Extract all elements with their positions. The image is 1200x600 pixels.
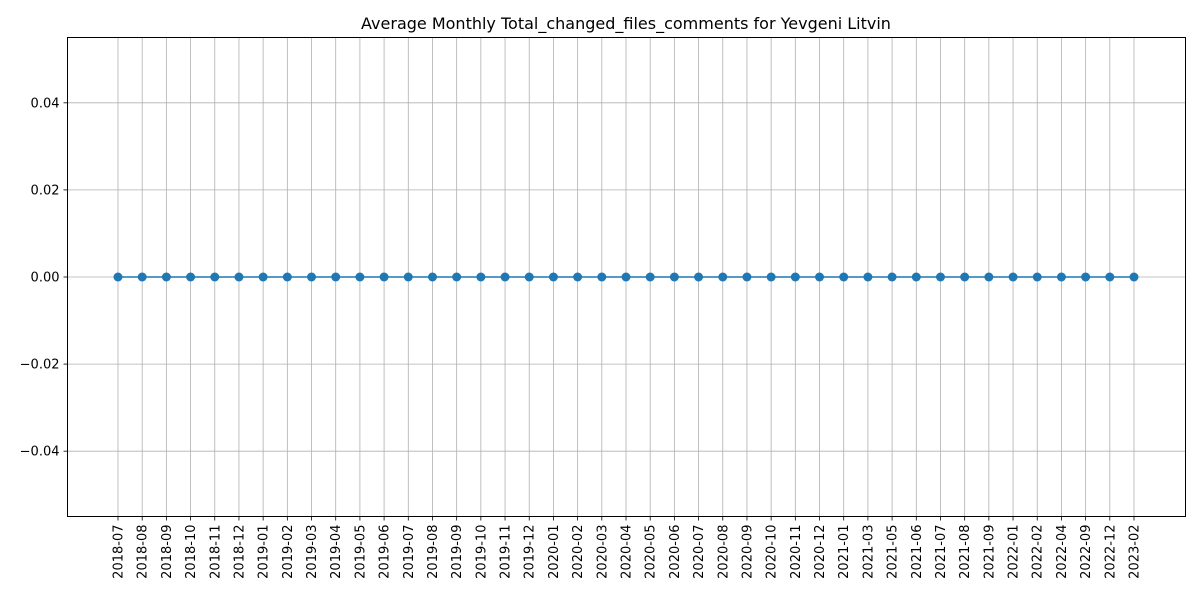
plot-area-frame <box>67 37 1186 517</box>
data-point <box>1008 272 1018 282</box>
data-point <box>1081 272 1091 282</box>
x-tick-label: 2019-10 <box>474 525 489 579</box>
x-tick-label: 2019-09 <box>450 525 465 579</box>
x-tick-label: 2021-09 <box>982 525 997 579</box>
data-point <box>935 272 945 282</box>
data-point <box>355 272 365 282</box>
x-tick-label: 2020-10 <box>765 525 780 579</box>
x-tick-label: 2020-12 <box>813 525 828 579</box>
x-tick-label: 2018-10 <box>184 525 199 579</box>
x-tick-label: 2018-09 <box>160 525 175 579</box>
data-point <box>887 272 897 282</box>
x-tick-label: 2022-12 <box>1103 525 1118 579</box>
data-point <box>960 272 970 282</box>
data-point <box>186 272 196 282</box>
data-point <box>694 272 704 282</box>
x-tick-label: 2019-04 <box>329 525 344 579</box>
x-tick-label: 2022-09 <box>1079 525 1094 579</box>
data-point <box>1129 272 1139 282</box>
x-tick-label: 2020-02 <box>571 525 586 579</box>
data-point <box>137 272 147 282</box>
x-tick-label: 2020-06 <box>668 525 683 579</box>
x-tick-label: 2019-05 <box>353 525 368 579</box>
x-tick-label: 2022-01 <box>1007 525 1022 579</box>
x-tick-label: 2020-01 <box>547 525 562 579</box>
x-tick-label: 2021-05 <box>886 525 901 579</box>
data-point <box>984 272 994 282</box>
x-tick-label: 2020-04 <box>620 525 635 579</box>
data-point <box>1056 272 1066 282</box>
data-point <box>234 272 244 282</box>
data-point <box>500 272 510 282</box>
data-point <box>161 272 171 282</box>
x-tick-label: 2019-11 <box>499 525 514 579</box>
x-tick-label: 2021-07 <box>934 525 949 579</box>
x-tick-label: 2020-07 <box>692 525 707 579</box>
x-tick-label: 2018-11 <box>208 525 223 579</box>
data-point <box>476 272 486 282</box>
data-point <box>597 272 607 282</box>
data-point <box>427 272 437 282</box>
data-point <box>524 272 534 282</box>
data-point <box>258 272 268 282</box>
x-tick-label: 2020-03 <box>595 525 610 579</box>
x-tick-label: 2021-01 <box>837 525 852 579</box>
x-tick-label: 2019-07 <box>402 525 417 579</box>
x-tick-label: 2019-08 <box>426 525 441 579</box>
y-tick-label: 0.02 <box>31 183 60 198</box>
data-point <box>766 272 776 282</box>
data-point <box>1105 272 1115 282</box>
data-point <box>307 272 317 282</box>
x-tick-label: 2019-06 <box>378 525 393 579</box>
data-point <box>548 272 558 282</box>
data-point <box>863 272 873 282</box>
x-tick-label: 2019-12 <box>523 525 538 579</box>
x-tick-label: 2018-08 <box>136 525 151 579</box>
x-tick-label: 2022-04 <box>1055 525 1070 579</box>
data-series <box>113 272 1139 282</box>
data-point <box>839 272 849 282</box>
x-axis-ticks: 2018-07 2018-08 2018-09 2018-10 2018-11 2018-… <box>112 516 1143 579</box>
data-point <box>790 272 800 282</box>
x-tick-label: 2021-03 <box>861 525 876 579</box>
data-point <box>403 272 413 282</box>
data-point <box>718 272 728 282</box>
data-point <box>282 272 292 282</box>
x-tick-label: 2021-08 <box>958 525 973 579</box>
x-tick-label: 2018-07 <box>112 525 127 579</box>
y-tick-label: −0.04 <box>20 445 60 460</box>
x-tick-label: 2019-01 <box>257 525 272 579</box>
data-point <box>742 272 752 282</box>
y-tick-label: 0.04 <box>31 96 60 111</box>
data-point <box>815 272 825 282</box>
data-point <box>452 272 462 282</box>
data-point <box>210 272 220 282</box>
data-point <box>379 272 389 282</box>
x-tick-label: 2019-03 <box>305 525 320 579</box>
data-point <box>573 272 583 282</box>
x-tick-label: 2018-12 <box>232 525 247 579</box>
x-tick-label: 2022-02 <box>1031 525 1046 579</box>
y-tick-label: −0.02 <box>20 358 60 373</box>
data-point <box>331 272 341 282</box>
x-tick-label: 2023-02 <box>1128 525 1143 579</box>
chart-title: Average Monthly Total_changed_files_comm… <box>361 14 891 34</box>
x-tick-label: 2020-05 <box>644 525 659 579</box>
x-tick-label: 2020-08 <box>716 525 731 579</box>
x-tick-label: 2019-02 <box>281 525 296 579</box>
data-point <box>669 272 679 282</box>
x-tick-label: 2021-06 <box>910 525 925 579</box>
data-point <box>911 272 921 282</box>
data-point <box>1032 272 1042 282</box>
data-point <box>621 272 631 282</box>
x-tick-label: 2020-11 <box>789 525 804 579</box>
y-tick-label: 0.00 <box>31 271 60 286</box>
data-point <box>113 272 123 282</box>
data-point <box>645 272 655 282</box>
y-axis-ticks: −0.04 −0.02 0.00 0.02 0.04 <box>20 96 68 460</box>
x-tick-label: 2020-09 <box>740 525 755 579</box>
